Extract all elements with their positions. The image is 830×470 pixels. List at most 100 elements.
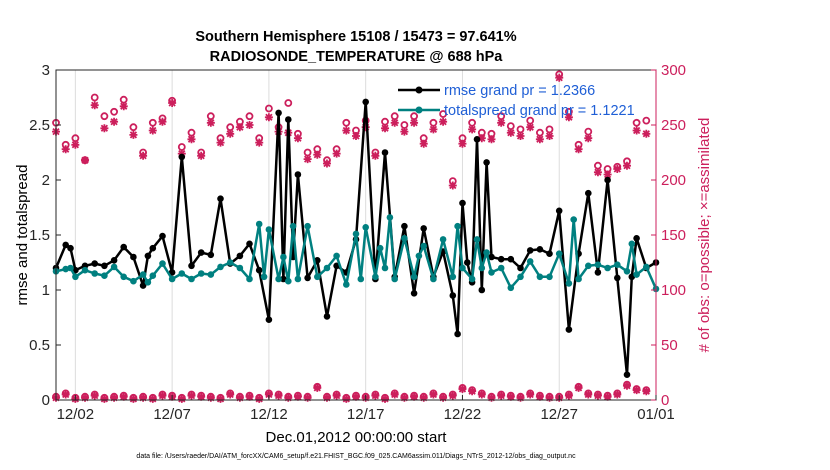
obs-possible-point (90, 93, 99, 102)
totalspread-point (333, 252, 340, 260)
obs-bottom-assimilated-point (574, 383, 583, 392)
obs-assimilated-point (139, 151, 148, 160)
obs-bottom-assimilated-point (235, 393, 244, 402)
obs-bottom-assimilated-point (400, 393, 409, 402)
obs-possible-point (245, 112, 254, 121)
totalspread-point (139, 271, 147, 278)
totalspread-point (130, 277, 137, 285)
obs-bottom-assimilated-point (429, 390, 438, 399)
obs-bottom-assimilated-point (303, 393, 312, 402)
obs-assimilated-point (429, 125, 438, 134)
obs-assimilated-point (487, 135, 496, 144)
obs-bottom-assimilated-point (477, 390, 486, 399)
totalspread-point (304, 222, 311, 230)
totalspread-point (555, 250, 563, 257)
obs-bottom-assimilated-point (216, 394, 225, 403)
obs-assimilated-point (148, 126, 157, 135)
obs-bottom-assimilated-point (506, 392, 515, 401)
totalspread-point (357, 275, 365, 283)
obs-possible-point (284, 99, 293, 107)
y-axis-right-label: # of obs: o=possible; ×=assimilated (696, 118, 713, 353)
obs-assimilated-point (642, 129, 651, 138)
rmse-point (67, 244, 74, 252)
obs-possible-point (342, 118, 351, 127)
obs-bottom-assimilated-point (516, 393, 525, 402)
totalspread-point (178, 270, 186, 277)
y-right-tick-label: 150 (661, 227, 686, 244)
totalspread-point (623, 268, 631, 275)
x-tick-label: 12/02 (57, 406, 95, 423)
rmse-point (497, 255, 505, 263)
rmse-point (275, 109, 282, 117)
obs-bottom-assimilated-point (564, 391, 573, 400)
y-left-tick-label: 1.5 (29, 227, 50, 244)
obs-bottom-assimilated-point (390, 390, 399, 399)
obs-assimilated-point (197, 151, 206, 160)
totalspread-point (570, 216, 577, 223)
obs-assimilated-point (264, 113, 273, 122)
obs-bottom-assimilated-point (410, 392, 419, 401)
obs-bottom-assimilated-point (148, 394, 157, 403)
legend-rmse-marker (415, 86, 423, 94)
obs-bottom-assimilated-point (274, 391, 283, 400)
chart-title-line2: RADIOSONDE_TEMPERATURE @ 688 hPa (210, 49, 504, 65)
footnote: data file: /Users/raeder/DAI/ATM_forcXX/… (136, 453, 576, 460)
obs-possible-point (439, 110, 448, 118)
rmse-point (483, 159, 490, 166)
obs-assimilated-point (439, 117, 448, 126)
obs-assimilated-point (100, 124, 109, 133)
obs-assimilated-point (352, 132, 360, 140)
obs-assimilated-point (361, 123, 370, 132)
plot-area (52, 69, 660, 403)
obs-possible-point (264, 104, 273, 113)
totalspread-point (415, 252, 423, 260)
obs-bottom-assimilated-point (613, 390, 622, 399)
obs-assimilated-point (419, 139, 428, 148)
rmse-point (623, 371, 631, 379)
rmse-point (459, 199, 466, 207)
rmse-point (449, 292, 457, 299)
totalspread-point (362, 224, 370, 231)
totalspread-point (454, 222, 461, 230)
obs-bottom-assimilated-point (284, 393, 293, 402)
obs-assimilated-point (332, 149, 341, 158)
obs-bottom-assimilated-point (545, 393, 554, 402)
totalspread-point (401, 235, 408, 242)
obs-assimilated-point (564, 113, 573, 122)
obs-bottom-assimilated-point (487, 393, 496, 402)
obs-assimilated-point (371, 151, 380, 160)
rmse-point (454, 330, 461, 338)
obs-assimilated-point (545, 132, 554, 140)
totalspread-point (314, 273, 321, 281)
rmse-point (473, 136, 481, 143)
obs-bottom-assimilated-point (255, 394, 264, 403)
rmse-point (294, 171, 302, 178)
totalspread-point (633, 271, 640, 278)
obs-bottom-assimilated-point (622, 381, 631, 390)
obs-assimilated-point (497, 118, 506, 127)
obs-bottom-assimilated-point (129, 394, 138, 403)
obs-assimilated-point (235, 123, 244, 132)
totalspread-point (391, 275, 399, 283)
rmse-point (536, 246, 544, 253)
obs-possible-point (110, 107, 118, 116)
rmse-point (526, 247, 534, 254)
rmse-point (614, 274, 621, 282)
totalspread-point (614, 261, 621, 269)
legend-spread-label: totalspread grand pr = 1.1221 (444, 103, 635, 119)
x-tick-label: 12/07 (153, 406, 191, 423)
totalspread-point (197, 270, 205, 277)
totalspread-point (110, 263, 118, 271)
rmse-point (565, 326, 573, 333)
obs-bottom-assimilated-point (119, 392, 128, 401)
totalspread-point (376, 244, 384, 252)
totalspread-point (168, 275, 176, 283)
obs-assimilated-point (381, 124, 390, 133)
totalspread-point (236, 264, 244, 272)
obs-bottom-assimilated-point (100, 394, 109, 403)
totalspread-point (507, 284, 515, 292)
totalspread-point (488, 269, 495, 276)
left-axis: 0 0.5 1 1.5 2 2.5 3 (29, 62, 61, 409)
totalspread-point (449, 273, 457, 281)
obs-bottom-assimilated-point (245, 392, 254, 401)
